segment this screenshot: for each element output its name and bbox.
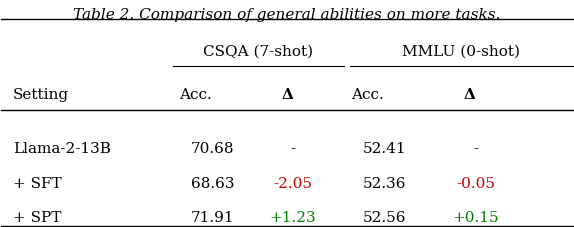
Text: 52.56: 52.56 [362,210,406,225]
Text: CSQA (7-shot): CSQA (7-shot) [203,44,313,58]
Text: -: - [290,141,295,155]
Text: -0.05: -0.05 [456,176,495,190]
Text: 71.91: 71.91 [191,210,235,225]
Text: Acc.: Acc. [179,88,212,101]
Text: +1.23: +1.23 [269,210,316,225]
Text: + SPT: + SPT [13,210,61,225]
Text: -: - [473,141,478,155]
Text: +0.15: +0.15 [452,210,499,225]
Text: Δ: Δ [281,88,293,101]
Text: 52.41: 52.41 [362,141,406,155]
Text: Setting: Setting [13,88,69,101]
Text: 70.68: 70.68 [191,141,235,155]
Text: Table 2. Comparison of general abilities on more tasks.: Table 2. Comparison of general abilities… [73,8,501,22]
Text: Δ: Δ [464,88,476,101]
Text: Acc.: Acc. [351,88,383,101]
Text: Llama-2-13B: Llama-2-13B [13,141,111,155]
Text: MMLU (0-shot): MMLU (0-shot) [402,44,520,58]
Text: 52.36: 52.36 [362,176,406,190]
Text: -2.05: -2.05 [273,176,312,190]
Text: + SFT: + SFT [13,176,61,190]
Text: 68.63: 68.63 [191,176,235,190]
